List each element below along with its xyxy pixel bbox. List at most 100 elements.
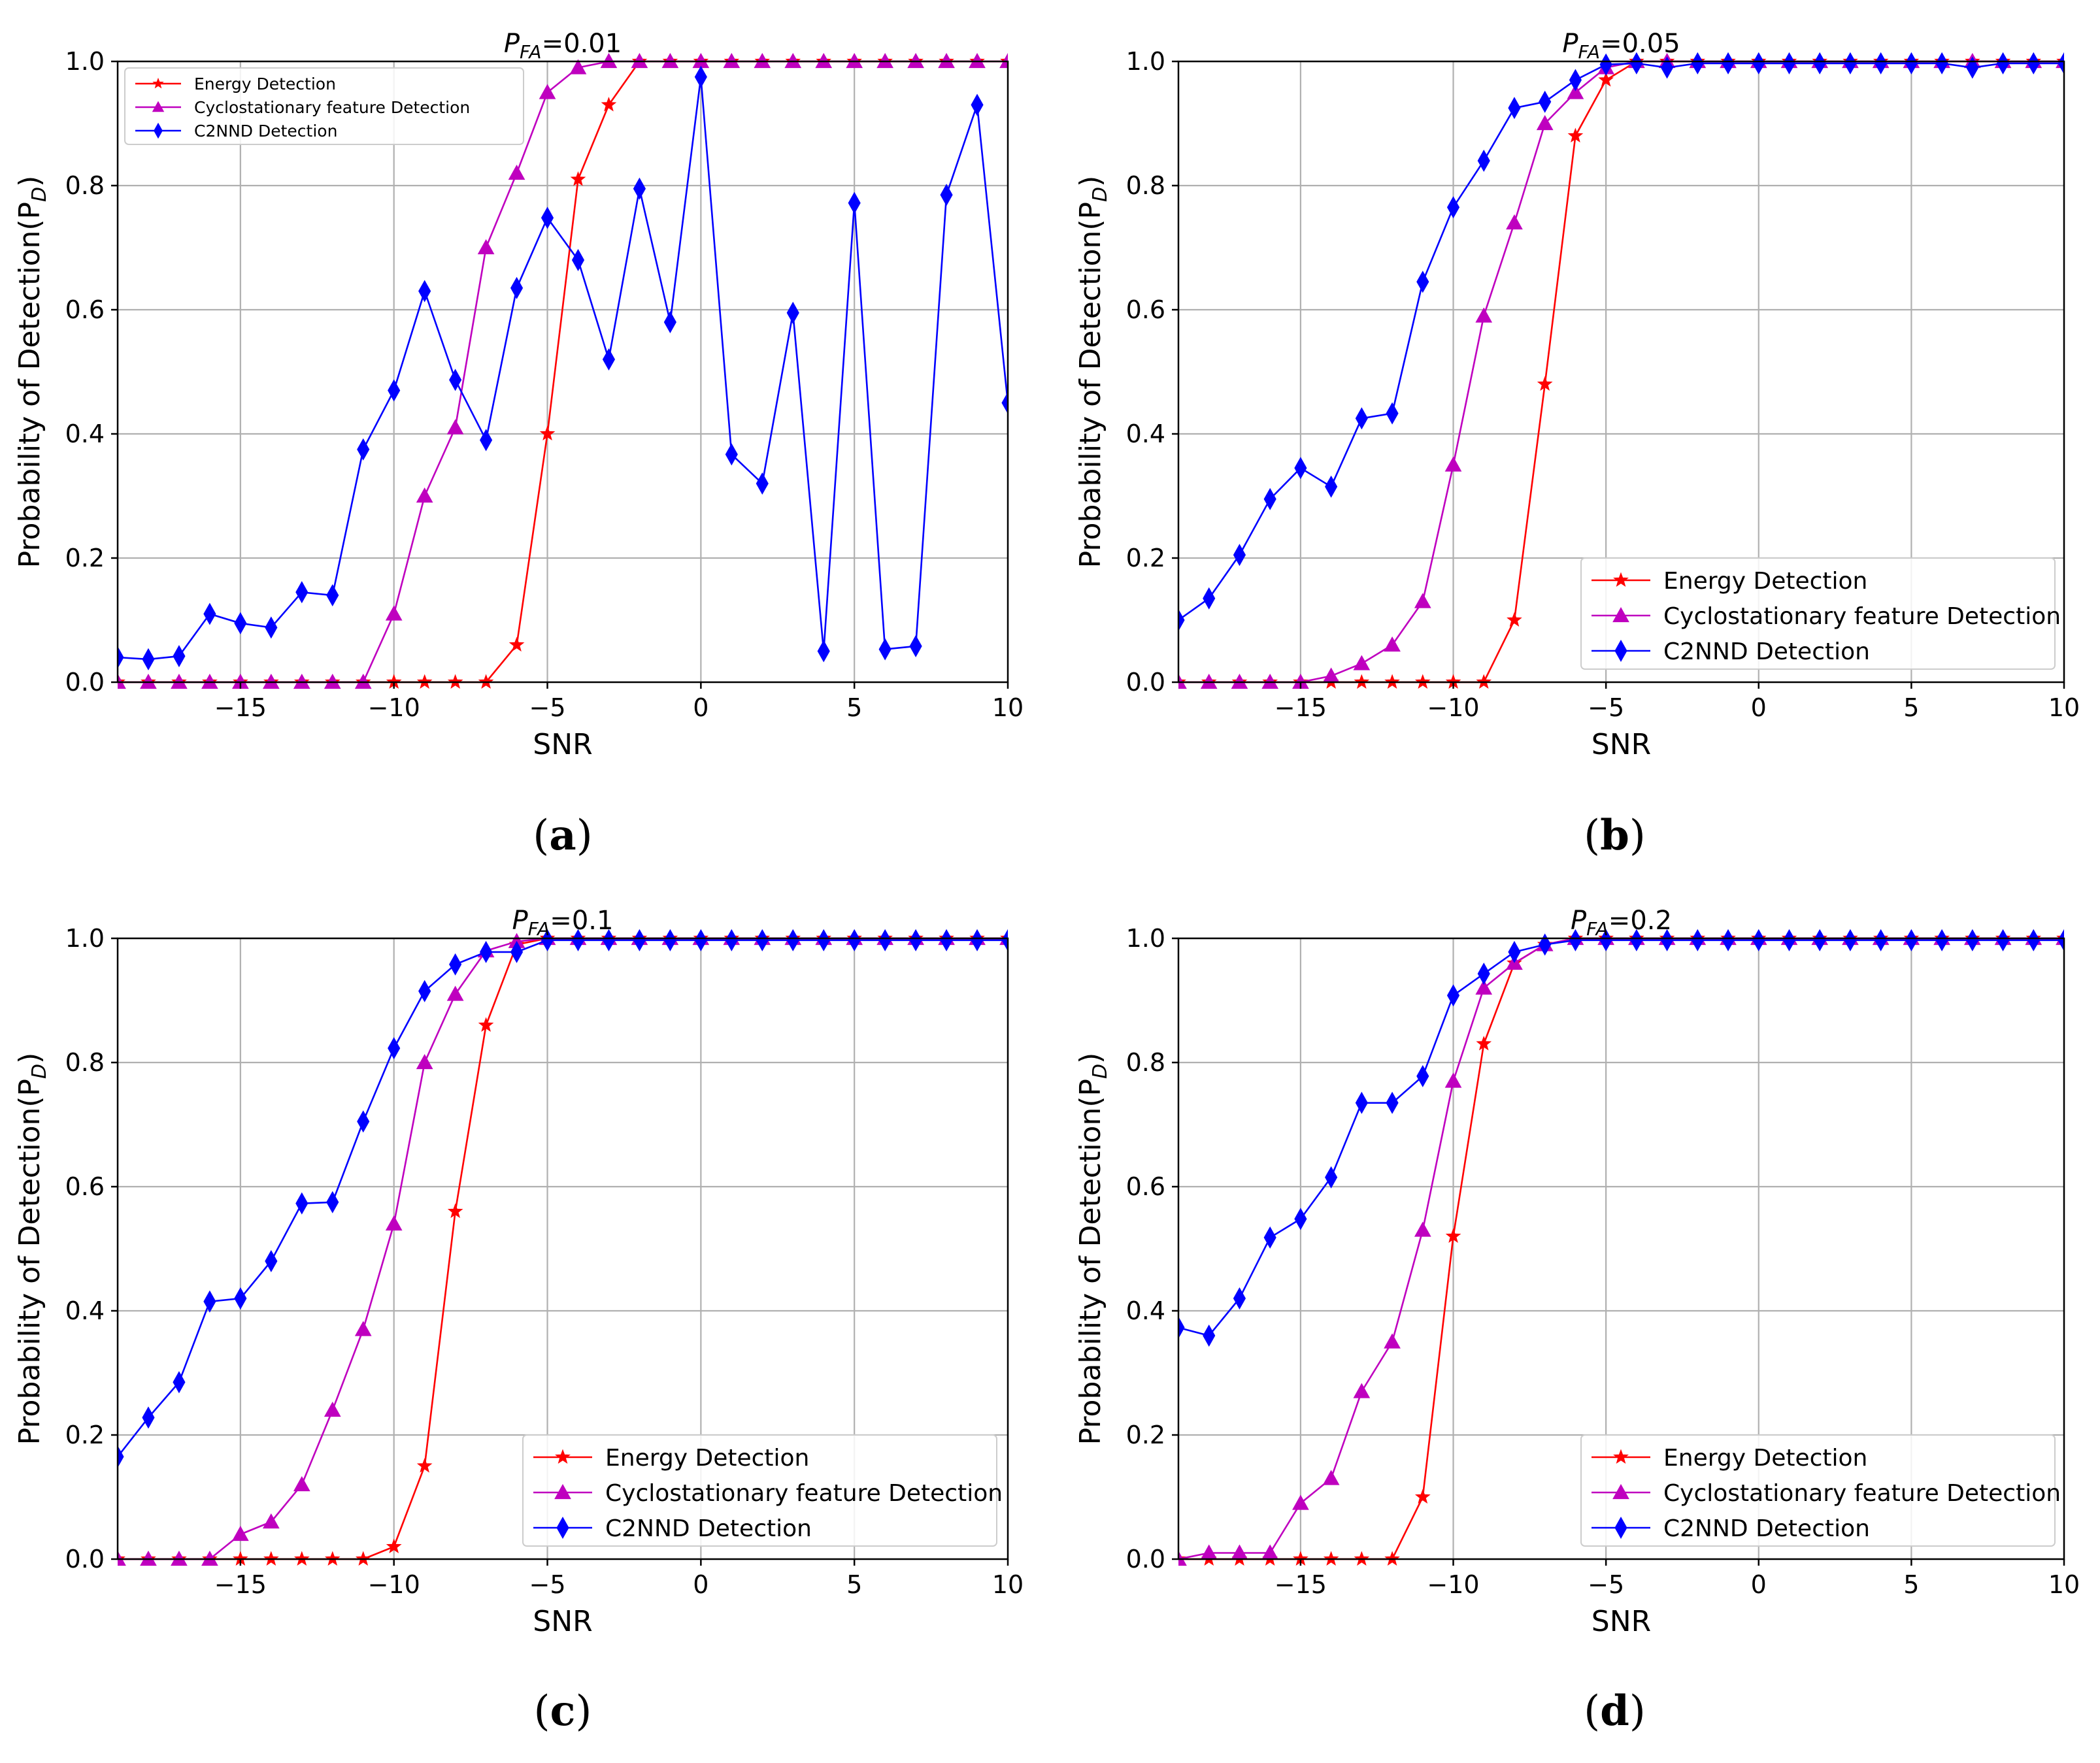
title-p: P	[512, 906, 529, 936]
data-point	[388, 379, 401, 402]
legend-marker	[554, 1483, 571, 1500]
data-point	[1506, 214, 1523, 230]
legend-label: Energy Detection	[1663, 568, 1867, 595]
data-point	[1416, 271, 1429, 293]
data-point	[1355, 407, 1368, 430]
data-point	[1813, 52, 1826, 74]
data-point	[1782, 929, 1796, 951]
data-point	[571, 929, 585, 951]
y-axis-label: Probability of Detection(PD)	[1074, 1053, 1112, 1445]
legend-marker	[152, 77, 164, 89]
y-axis-label: Probability of Detection(PD)	[13, 1053, 51, 1445]
title-p: P	[504, 29, 520, 59]
y-tick-label: 0.0	[1126, 1545, 1165, 1574]
data-point	[508, 636, 525, 652]
data-point	[1661, 56, 1674, 79]
caption-close-paren: )	[1629, 1687, 1646, 1736]
legend-marker	[1613, 572, 1629, 587]
data-point	[1414, 1221, 1431, 1237]
title-subscript: FA	[528, 918, 550, 940]
chart-panel-a: −15 −10 −5 0 5 10 0.0 0.2 0.4 0.6 0.8 1.0 SNR Probabi…	[13, 29, 1024, 860]
title-value: =0.2	[1608, 906, 1672, 936]
data-point	[1752, 929, 1765, 951]
data-point	[1353, 655, 1371, 670]
y-tick-label: 0.8	[1126, 1048, 1165, 1077]
legend-item: Energy Detection	[1592, 1445, 1867, 1472]
series-cyclostationary-feature-detection	[118, 52, 1008, 689]
data-point	[1325, 1166, 1338, 1189]
data-point	[1752, 52, 1765, 74]
data-point	[510, 940, 524, 963]
data-point	[909, 929, 922, 951]
data-point	[1537, 376, 1553, 391]
x-tick-label: −10	[368, 1570, 420, 1599]
legend-item: Energy Detection	[135, 74, 336, 93]
legend-label: Cyclostationary feature Detection	[1663, 603, 2061, 630]
y-tick-label: 0.6	[65, 295, 105, 324]
data-point	[1813, 929, 1826, 951]
legend-item: C2NND Detection	[135, 122, 337, 140]
x-tick-label: −10	[1427, 693, 1479, 722]
y-label-end: )	[1074, 1053, 1107, 1064]
y-label-main: Probability of Detection(P	[1074, 202, 1107, 568]
x-tick-label: 0	[693, 693, 708, 722]
data-point	[1567, 84, 1584, 99]
data-point	[1386, 1091, 1399, 1114]
x-axis-label: SNR	[1592, 1605, 1651, 1638]
y-label-end: )	[13, 176, 46, 187]
caption-close-paren: )	[1629, 812, 1646, 860]
data-point	[1001, 391, 1008, 414]
y-tick-label: 0.4	[65, 1296, 105, 1325]
y-tick-label: 0.8	[65, 171, 105, 200]
x-tick-label: 10	[2048, 693, 2080, 722]
data-point	[940, 184, 953, 206]
x-tick-label: 10	[2048, 1570, 2080, 1599]
x-tick-label: 5	[1903, 1570, 1919, 1599]
legend-box	[1580, 557, 2056, 670]
title-subscript: FA	[1578, 41, 1600, 63]
y-label-main: Probability of Detection(P	[13, 1079, 46, 1445]
series-line	[1178, 62, 2064, 621]
y-label-end: )	[13, 1053, 46, 1064]
x-tick-label: −5	[1588, 693, 1624, 722]
x-tick-label: 0	[1751, 1570, 1767, 1599]
data-point	[971, 93, 984, 116]
data-point	[1414, 1489, 1431, 1504]
data-point	[2027, 52, 2040, 74]
y-tick-label: 0.8	[1126, 171, 1165, 200]
subfigure-caption: (a)	[533, 811, 592, 860]
caption-letter: b	[1600, 811, 1629, 860]
legend-marker	[1612, 1483, 1629, 1500]
legend-label: Energy Detection	[194, 74, 336, 93]
x-axis-label: SNR	[533, 1605, 592, 1638]
data-point	[447, 1203, 463, 1219]
data-point	[756, 929, 769, 951]
data-point	[786, 301, 799, 324]
y-axis-label: Probability of Detection(PD)	[13, 176, 51, 568]
data-point	[1477, 149, 1490, 173]
legend-label: Cyclostationary feature Detection	[194, 98, 470, 117]
data-point	[878, 929, 892, 951]
data-point	[1844, 929, 1857, 951]
legend: Energy Detection Cyclostationary feature …	[124, 67, 524, 145]
data-point	[1322, 1470, 1340, 1485]
data-point	[326, 1191, 339, 1213]
x-tick-label: 10	[992, 693, 1024, 722]
axes-frame	[1177, 60, 2065, 684]
data-point	[786, 929, 799, 951]
y-label-main: Probability of Detection(P	[1074, 1079, 1107, 1445]
legend: Energy Detection Cyclostationary feature …	[522, 1434, 1003, 1547]
grid	[118, 60, 1009, 684]
y-tick-label: 0.6	[1126, 1172, 1165, 1201]
x-axis-label: SNR	[1592, 728, 1651, 761]
legend-item: C2NND Detection	[1592, 638, 1870, 665]
data-point	[1630, 52, 1643, 74]
y-tick-label: 0.2	[65, 1421, 105, 1449]
data-point	[2058, 52, 2064, 74]
data-point	[940, 929, 953, 951]
data-point	[118, 1445, 124, 1468]
data-point	[1446, 984, 1460, 1007]
y-tick-label: 0.2	[1126, 1421, 1165, 1449]
data-point	[1599, 929, 1612, 951]
caption-open-paren: (	[533, 812, 549, 860]
